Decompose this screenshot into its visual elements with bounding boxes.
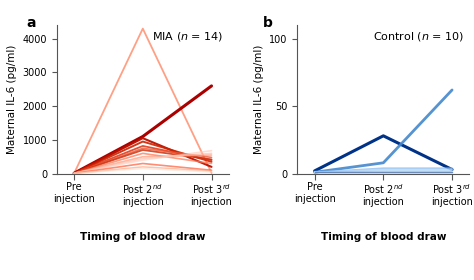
Text: Control ($\it{n}$ = 10): Control ($\it{n}$ = 10) <box>373 30 464 43</box>
Text: MIA ($\it{n}$ = 14): MIA ($\it{n}$ = 14) <box>152 30 224 43</box>
X-axis label: Timing of blood draw: Timing of blood draw <box>320 232 446 242</box>
Y-axis label: Maternal IL-6 (pg/ml): Maternal IL-6 (pg/ml) <box>7 45 17 154</box>
Y-axis label: Maternal IL-6 (pg/ml): Maternal IL-6 (pg/ml) <box>254 45 264 154</box>
Text: b: b <box>263 16 273 30</box>
X-axis label: Timing of blood draw: Timing of blood draw <box>80 232 206 242</box>
Text: a: a <box>26 16 36 30</box>
